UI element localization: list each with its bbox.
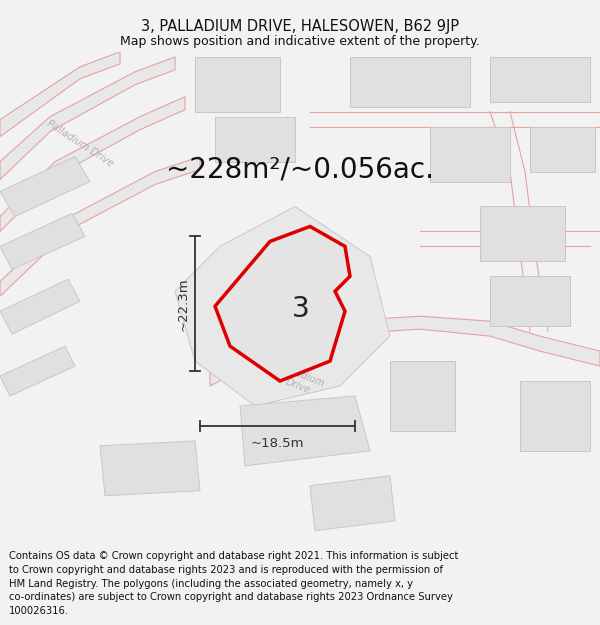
- Polygon shape: [490, 276, 570, 326]
- Polygon shape: [0, 157, 200, 296]
- Text: 3, PALLADIUM DRIVE, HALESOWEN, B62 9JP: 3, PALLADIUM DRIVE, HALESOWEN, B62 9JP: [141, 19, 459, 34]
- Text: co-ordinates) are subject to Crown copyright and database rights 2023 Ordnance S: co-ordinates) are subject to Crown copyr…: [9, 592, 453, 602]
- Text: Palladium Drive: Palladium Drive: [45, 119, 115, 169]
- Text: Palladium
Drive: Palladium Drive: [274, 362, 326, 400]
- Polygon shape: [0, 97, 185, 231]
- Text: ~22.3m: ~22.3m: [176, 277, 190, 331]
- Polygon shape: [195, 57, 280, 112]
- Polygon shape: [240, 396, 370, 466]
- Text: Map shows position and indicative extent of the property.: Map shows position and indicative extent…: [120, 35, 480, 48]
- Polygon shape: [430, 127, 510, 181]
- Text: Contains OS data © Crown copyright and database right 2021. This information is : Contains OS data © Crown copyright and d…: [9, 551, 458, 561]
- Text: 100026316.: 100026316.: [9, 606, 69, 616]
- Polygon shape: [520, 381, 590, 451]
- Text: ~18.5m: ~18.5m: [251, 438, 304, 451]
- Polygon shape: [210, 316, 600, 386]
- Polygon shape: [0, 157, 90, 216]
- Text: HM Land Registry. The polygons (including the associated geometry, namely x, y: HM Land Registry. The polygons (includin…: [9, 579, 413, 589]
- Polygon shape: [175, 206, 390, 406]
- Polygon shape: [0, 57, 175, 179]
- Text: 3: 3: [292, 295, 310, 322]
- Polygon shape: [0, 52, 120, 137]
- Polygon shape: [215, 226, 350, 381]
- Polygon shape: [0, 346, 75, 396]
- Text: to Crown copyright and database rights 2023 and is reproduced with the permissio: to Crown copyright and database rights 2…: [9, 565, 443, 575]
- Polygon shape: [0, 279, 80, 334]
- Polygon shape: [215, 117, 295, 162]
- Polygon shape: [390, 361, 455, 431]
- Polygon shape: [310, 476, 395, 531]
- Polygon shape: [490, 57, 590, 102]
- Polygon shape: [530, 127, 595, 172]
- Polygon shape: [100, 441, 200, 496]
- Polygon shape: [350, 57, 470, 107]
- Text: ~228m²/~0.056ac.: ~228m²/~0.056ac.: [166, 156, 434, 184]
- Polygon shape: [0, 214, 85, 269]
- Polygon shape: [480, 206, 565, 261]
